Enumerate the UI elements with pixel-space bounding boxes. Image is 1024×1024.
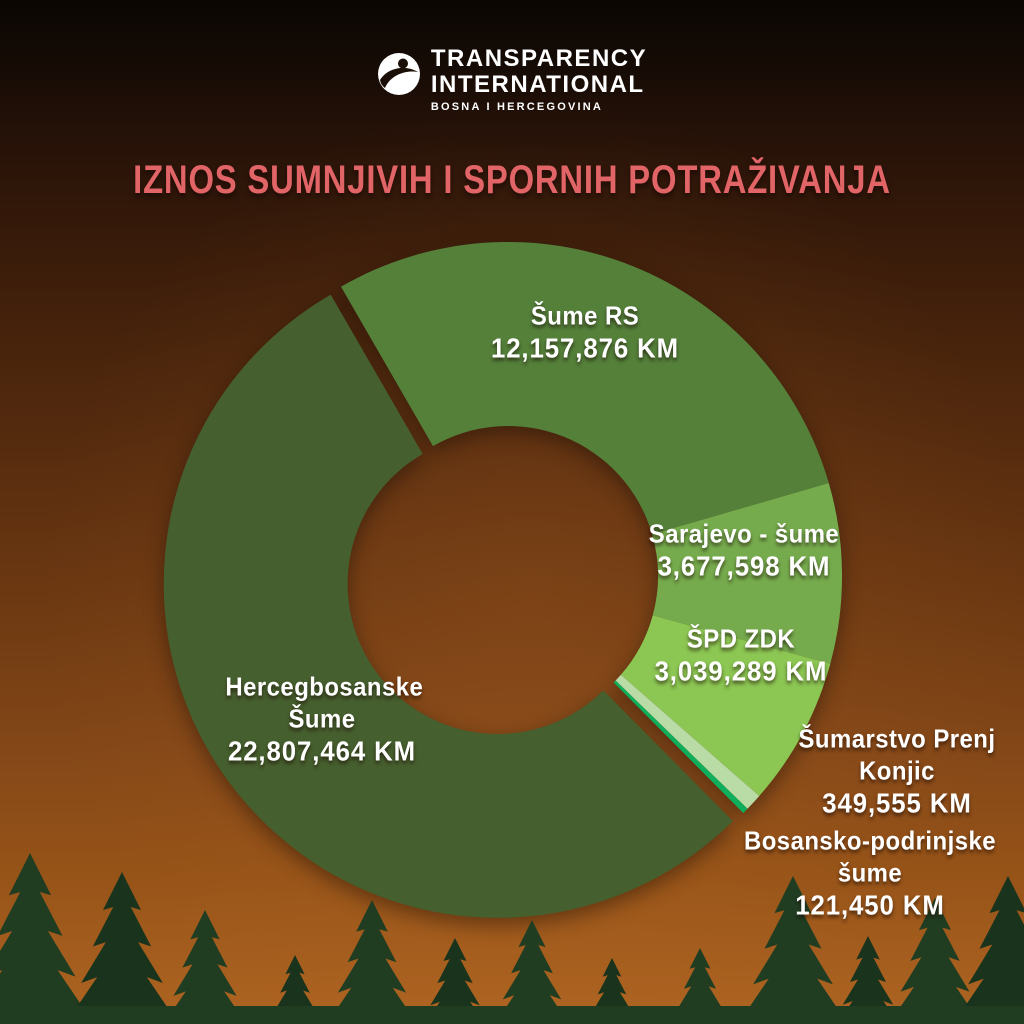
donut-segment--ume-rs <box>341 241 829 535</box>
logo-line1: TRANSPARENCY <box>430 45 648 72</box>
logo-line2: INTERNATIONAL <box>430 71 645 98</box>
label-hercegbosanske-sume-value: 22,807,464 KM <box>227 735 417 767</box>
label-sarajevo-sume-value: 3,677,598 KM <box>657 550 831 582</box>
donut-segment-bosansko-podrinjske-ume <box>613 680 748 814</box>
label-spd-zdk: ŠPD ZDK 3,039,289 KM <box>621 623 860 690</box>
label-spd-zdk-name: ŠPD ZDK <box>686 623 796 654</box>
label-spd-zdk-value: 3,039,289 KM <box>654 655 828 687</box>
logo-line3: BOSNA I HERCEGOVINA <box>430 101 604 113</box>
donut-segment--pd-zdk <box>620 615 831 796</box>
label-sumarstvo-prenj-konjic-value: 349,555 KM <box>822 787 972 819</box>
label-sarajevo-sume-name: Sarajevo - šume <box>648 518 840 549</box>
donut-segment-sarajevo-ume <box>652 483 843 664</box>
page-title: IZNOS SUMNJIVIH I SPORNIH POTRAŽIVANJA <box>133 158 891 202</box>
logo-text: TRANSPARENCY INTERNATIONAL BOSNA I HERCE… <box>430 45 648 114</box>
label-sume-rs: Šume RS 12,157,876 KM <box>447 300 723 367</box>
label-hercegbosanske-sume-name: Hercegbosanske Šume <box>225 671 424 734</box>
label-bosansko-podrinjske-sume-name: Bosansko-podrinjske šume <box>744 825 996 888</box>
label-hercegbosanske-sume: Hercegbosanske Šume 22,807,464 KM <box>225 670 424 769</box>
label-bosansko-podrinjske-sume-value: 121,450 KM <box>795 889 945 921</box>
logo: TRANSPARENCY INTERNATIONAL BOSNA I HERCE… <box>0 46 1024 116</box>
label-bosansko-podrinjske-sume: Bosansko-podrinjske šume 121,450 KM <box>718 824 1022 923</box>
transparency-international-logo-icon <box>377 53 420 95</box>
label-sarajevo-sume: Sarajevo - šume 3,677,598 KM <box>615 518 873 585</box>
donut-segment--umarstvo-prenj-konjic <box>615 674 760 809</box>
label-sume-rs-name: Šume RS <box>530 300 640 331</box>
label-sume-rs-value: 12,157,876 KM <box>490 332 680 364</box>
donut-segment-hercegbosanske-ume <box>163 294 733 918</box>
label-sumarstvo-prenj-konjic-name: Šumarstvo Prenj Konjic <box>798 723 996 786</box>
label-sumarstvo-prenj-konjic: Šumarstvo Prenj Konjic 349,555 KM <box>796 722 998 821</box>
